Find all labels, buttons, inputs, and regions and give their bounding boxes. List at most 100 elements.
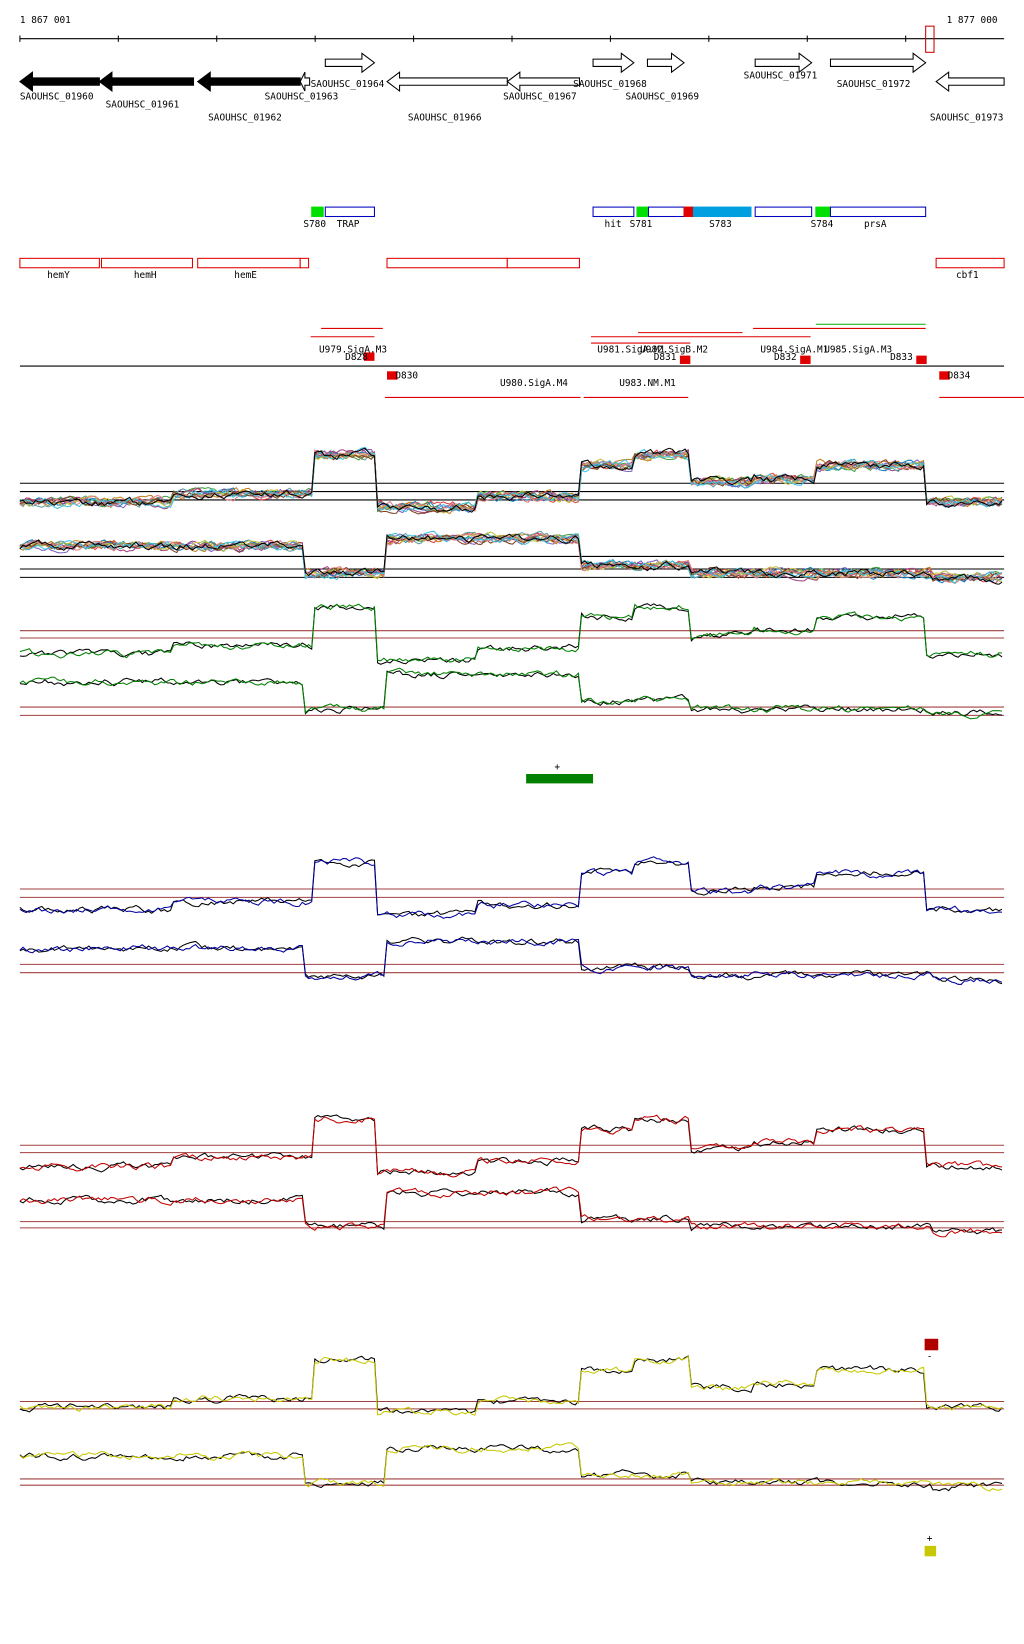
feature-label: hit xyxy=(605,219,622,230)
signal-trace xyxy=(19,938,1003,985)
gene-label: SAOUHSC_01964 xyxy=(311,79,385,90)
marker xyxy=(925,25,935,53)
feature-box xyxy=(815,206,832,218)
gene-label: SAOUHSC_01961 xyxy=(106,100,180,111)
gene-arrow xyxy=(935,71,1005,93)
gene-arrow xyxy=(324,52,376,74)
feature-label: S783 xyxy=(709,219,732,230)
signal-trace xyxy=(19,856,1003,919)
feature-label: TRAP xyxy=(337,219,360,230)
signal-trace xyxy=(19,858,1003,917)
gene-arrow xyxy=(754,52,813,74)
gene-label: SAOUHSC_01960 xyxy=(20,91,94,102)
terminator xyxy=(800,355,811,364)
terminator xyxy=(679,355,691,364)
feature-box xyxy=(829,206,927,218)
gene-label: SAOUHSC_01962 xyxy=(208,112,282,123)
gene-arrow xyxy=(506,71,580,93)
gene-box xyxy=(19,257,100,269)
feature-box xyxy=(592,206,635,218)
annotation-label: U980.SigA.M4 xyxy=(500,378,568,389)
gene-name: hemH xyxy=(134,270,157,281)
gene-box xyxy=(506,257,580,269)
gene-arrow xyxy=(196,71,301,93)
signal-trace xyxy=(19,1442,1003,1492)
gene-arrow xyxy=(592,52,635,74)
signal-trace xyxy=(19,533,1003,585)
ruler-end: 1 877 000 xyxy=(947,15,998,26)
signal-trace xyxy=(19,533,1003,585)
gene-arrow xyxy=(386,71,508,93)
signal-trace xyxy=(19,450,1003,515)
gene-name: hemY xyxy=(47,270,70,281)
annotation-label: U982.SigB.M2 xyxy=(640,344,708,355)
gene-box xyxy=(386,257,508,269)
signal-trace xyxy=(19,1114,1003,1178)
legend-swatch xyxy=(924,1545,937,1557)
feature-box xyxy=(754,206,813,218)
feature-box xyxy=(692,206,752,218)
annotation-label: D834 xyxy=(948,371,971,382)
annotation-label: D832 xyxy=(774,352,797,363)
annotation-label: D828 xyxy=(345,352,368,363)
signal-trace xyxy=(19,1355,1003,1414)
gene-label: SAOUHSC_01971 xyxy=(744,70,818,81)
annotation-label: U983.NM.M1 xyxy=(619,378,676,389)
annotation-label: D831 xyxy=(654,352,677,363)
gene-name: cbf1 xyxy=(956,270,979,281)
gene-arrow xyxy=(98,71,195,93)
gene-box xyxy=(100,257,193,269)
annotation-label: U979.SigA.M3 xyxy=(319,344,387,355)
signal-trace xyxy=(19,1187,1003,1235)
terminator xyxy=(916,355,927,364)
gene-label: SAOUHSC_01973 xyxy=(930,112,1004,123)
strand-label: - xyxy=(927,1352,933,1363)
strand-label: + xyxy=(554,762,560,773)
feature-label: S780 xyxy=(303,219,326,230)
feature-box xyxy=(311,206,324,218)
signal-trace xyxy=(19,1186,1003,1238)
feature-box xyxy=(683,206,694,218)
gene-label: SAOUHSC_01967 xyxy=(503,91,577,102)
feature-box xyxy=(636,206,648,218)
gene-name: hemE xyxy=(234,270,257,281)
signal-trace xyxy=(19,670,1003,717)
annotation-label: U984.SigA.M1 xyxy=(760,344,828,355)
gene-label: SAOUHSC_01966 xyxy=(408,112,482,123)
gene-arrow xyxy=(829,52,927,74)
feature-label: S781 xyxy=(630,219,653,230)
signal-trace xyxy=(19,603,1003,663)
annotation-label: D830 xyxy=(395,371,418,382)
annotation-label: D833 xyxy=(890,352,913,363)
signal-trace xyxy=(19,936,1003,985)
gene-label: SAOUHSC_01968 xyxy=(573,79,647,90)
signal-trace xyxy=(19,451,1003,515)
signal-trace xyxy=(19,1444,1003,1492)
gene-label: SAOUHSC_01972 xyxy=(837,79,911,90)
signal-trace xyxy=(19,667,1003,720)
annotation-label: U985.SigA.M3 xyxy=(824,344,892,355)
legend-swatch xyxy=(526,773,594,784)
ruler-start: 1 867 001 xyxy=(20,15,71,26)
gene-arrow xyxy=(19,71,100,93)
gene-box xyxy=(197,257,301,269)
terminator xyxy=(387,371,398,380)
terminator xyxy=(364,352,375,361)
feature-label: S784 xyxy=(811,219,834,230)
feature-label: prsA xyxy=(864,219,887,230)
strand-label: + xyxy=(927,1534,933,1545)
legend-swatch xyxy=(924,1338,939,1351)
gene-arrow xyxy=(646,52,685,74)
gene-box xyxy=(299,257,310,269)
gene-box xyxy=(935,257,1005,269)
signal-trace xyxy=(19,447,1003,513)
feature-box xyxy=(324,206,375,218)
gene-arrow xyxy=(299,71,311,92)
annotation-label: U981.SigA.M1 xyxy=(597,344,665,355)
signal-trace xyxy=(19,1355,1003,1416)
feature-box xyxy=(647,206,685,218)
terminator xyxy=(939,371,950,380)
gene-label: SAOUHSC_01963 xyxy=(265,91,339,102)
